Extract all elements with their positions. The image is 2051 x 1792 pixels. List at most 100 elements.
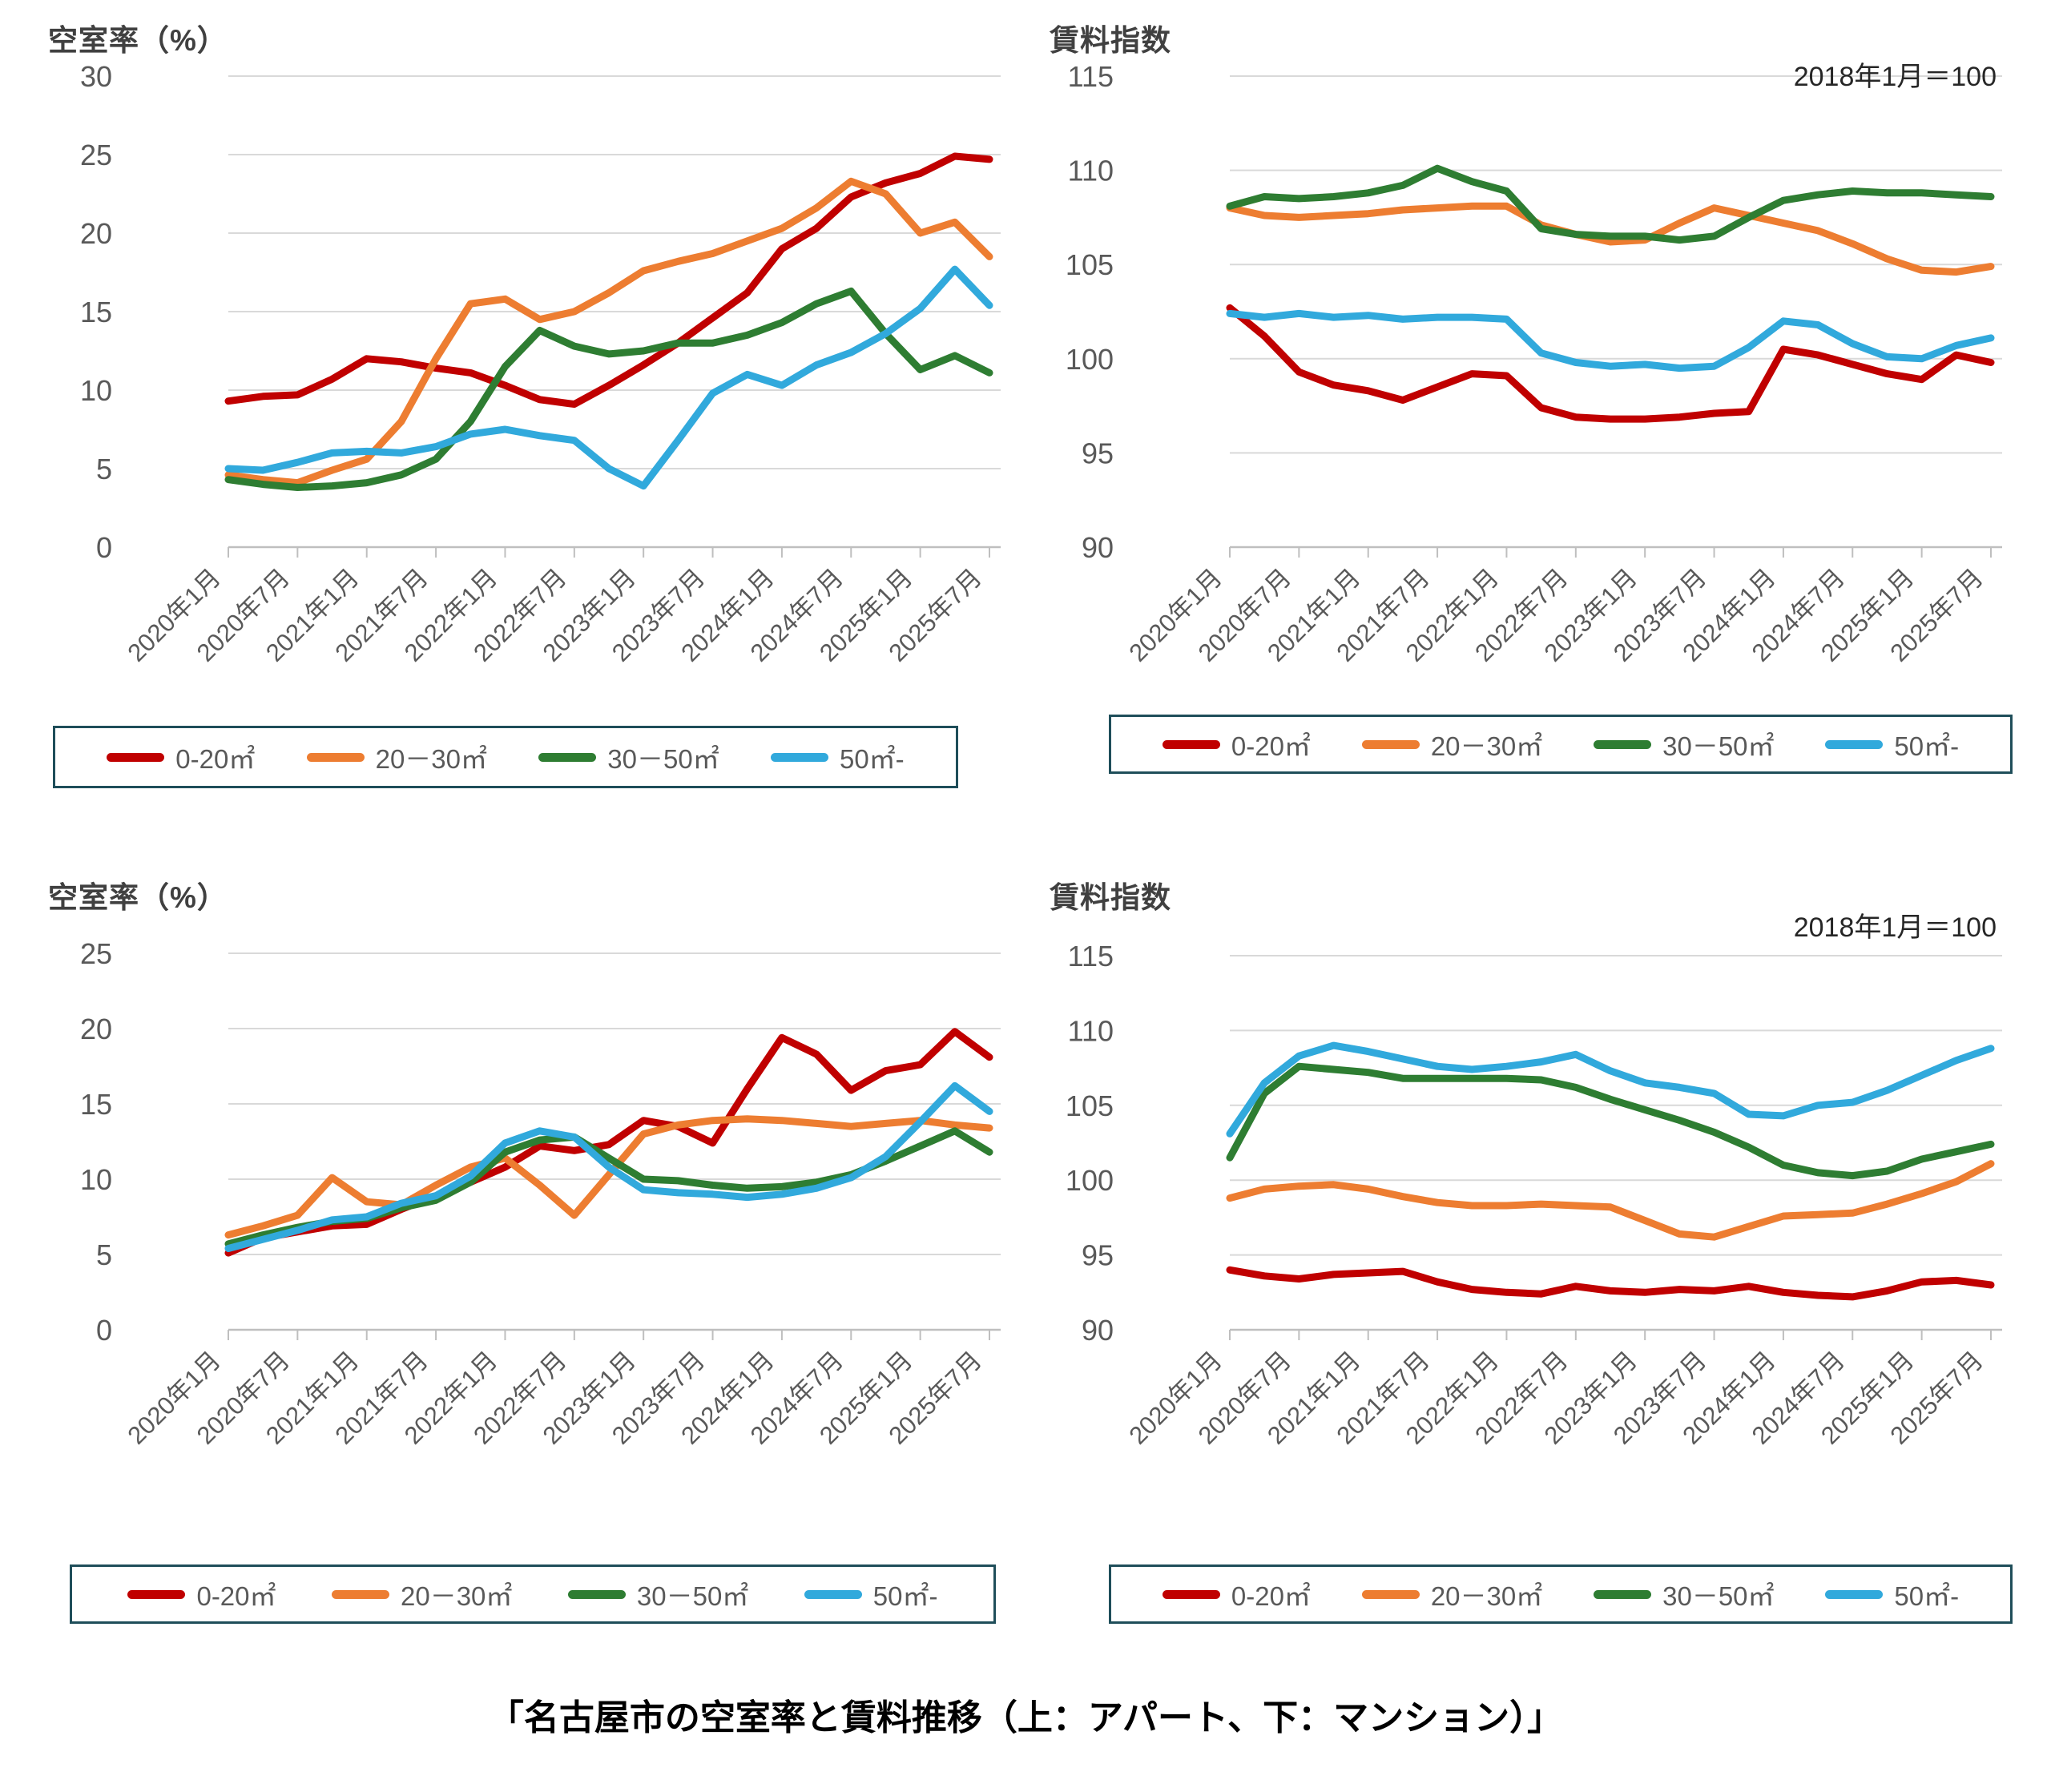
y-axis-tick-label: 95 <box>1082 437 1114 469</box>
series-swatch-0-20 <box>107 752 165 762</box>
series-line-50㎡- <box>224 265 993 490</box>
legend-item: 30－50㎡ <box>567 1575 749 1613</box>
legend-item: 0-20㎡ <box>1162 1575 1311 1613</box>
series-line-20－30㎡ <box>224 1115 993 1239</box>
y-axis-tick-label: 30 <box>80 60 112 93</box>
legend-label: 20－30㎡ <box>375 744 488 774</box>
chart-block-apartment-rent: 90 95 100 105 110 115 2020年1月 2020年7月 2021年1月 202… <box>1034 8 2019 721</box>
series-line-0-20㎡ <box>224 1028 993 1257</box>
legend-apartment-rent: 0-20㎡ 20－30㎡ 30－50㎡ 50㎡- <box>1109 715 2013 774</box>
series-swatch-50 <box>770 752 828 762</box>
series-line-30－50㎡ <box>1226 164 1995 244</box>
legend-label: 50㎡- <box>839 744 905 774</box>
legend-label: 50㎡- <box>872 1581 938 1611</box>
legend-label: 20－30㎡ <box>1430 731 1543 761</box>
legend-label: 50㎡- <box>1894 1581 1960 1611</box>
legend-mansion-rent: 0-20㎡ 20－30㎡ 30－50㎡ 50㎡- <box>1109 1564 2013 1624</box>
chart-subtitle-mansion-rent: 2018年1月＝100 <box>1793 912 1997 943</box>
legend-label: 30－50㎡ <box>607 744 719 774</box>
y-axis-tick-label: 105 <box>1066 1089 1114 1122</box>
series-swatch-0-20 <box>127 1589 186 1599</box>
y-axis-tick-label: 110 <box>1068 1014 1114 1047</box>
figure-caption: 「名古屋市の空室率と賃料推移（上：アパート、下：マンション）」 <box>488 1698 1563 1738</box>
series-line-50㎡- <box>1226 1041 1995 1138</box>
series-line-30－50㎡ <box>224 288 993 491</box>
legend-label: 0-20㎡ <box>196 1581 276 1611</box>
legend-label: 20－30㎡ <box>1430 1581 1543 1611</box>
series-swatch-20-30 <box>332 1589 389 1599</box>
legend-item: 30－50㎡ <box>538 738 719 776</box>
series-line-20－30㎡ <box>1226 1160 1995 1241</box>
chart-title-apartment-vacancy: 空室率（%） <box>48 24 228 57</box>
legend-mansion-vacancy: 0-20㎡ 20－30㎡ 30－50㎡ 50㎡- <box>70 1564 996 1624</box>
y-axis-tick-label: 90 <box>1082 531 1114 564</box>
y-axis-tick-label: 95 <box>1082 1239 1114 1272</box>
chart-subtitle-apartment-rent: 2018年1月＝100 <box>1793 62 1997 92</box>
legend-label: 30－50㎡ <box>636 1581 749 1611</box>
series-swatch-30-50 <box>567 1589 626 1599</box>
y-axis-tick-label: 110 <box>1068 155 1114 187</box>
legend-item: 20－30㎡ <box>1361 725 1543 763</box>
legend-item: 30－50㎡ <box>1594 725 1775 763</box>
legend-label: 20－30㎡ <box>401 1581 513 1611</box>
legend-label: 0-20㎡ <box>175 744 256 774</box>
series-swatch-50 <box>1825 739 1884 749</box>
series-swatch-20-30 <box>306 752 365 762</box>
series-line-0-20㎡ <box>1226 304 1995 423</box>
series-swatch-20-30 <box>1361 739 1420 749</box>
series-swatch-50 <box>804 1589 862 1599</box>
series-line-20－30㎡ <box>1226 202 1995 276</box>
series-line-0-20㎡ <box>224 152 993 409</box>
y-axis-tick-label: 10 <box>80 1163 112 1196</box>
legend-item: 50㎡- <box>1825 1575 1959 1613</box>
chart-title-mansion-vacancy: 空室率（%） <box>48 881 228 914</box>
y-axis-tick-label: 0 <box>96 531 112 564</box>
legend-item: 0-20㎡ <box>107 738 255 776</box>
legend-item: 30－50㎡ <box>1594 1575 1775 1613</box>
y-axis-tick-label: 15 <box>80 296 112 328</box>
legend-item: 20－30㎡ <box>1361 1575 1543 1613</box>
series-line-30－50㎡ <box>1226 1062 1995 1180</box>
y-axis-tick-label: 100 <box>1066 343 1114 376</box>
series-line-50㎡- <box>1226 309 1995 372</box>
y-axis-tick-label: 0 <box>96 1314 112 1347</box>
legend-label: 0-20㎡ <box>1231 1581 1311 1611</box>
y-axis-tick-label: 20 <box>80 1013 112 1045</box>
y-axis-tick-label: 115 <box>1068 940 1114 973</box>
y-axis-tick-label: 5 <box>96 453 112 485</box>
y-axis-tick-label: 115 <box>1068 60 1114 93</box>
legend-item: 0-20㎡ <box>1162 725 1311 763</box>
y-axis-tick-label: 90 <box>1082 1314 1114 1347</box>
series-swatch-50 <box>1825 1589 1884 1599</box>
legend-item: 20－30㎡ <box>306 738 488 776</box>
legend-label: 30－50㎡ <box>1662 731 1775 761</box>
y-axis-tick-label: 20 <box>80 217 112 250</box>
y-axis-tick-label: 5 <box>96 1238 112 1271</box>
vacancy-chart-mansion: 05101520252020年1月2020年7月2021年1月2021年7月20… <box>80 937 1001 1450</box>
legend-item: 50㎡- <box>770 738 905 776</box>
legend-item: 50㎡- <box>1825 725 1959 763</box>
series-swatch-30-50 <box>1594 1589 1652 1599</box>
series-line-50㎡- <box>224 1081 993 1252</box>
chart-title-apartment-rent: 賃料指数 <box>1050 24 1171 57</box>
chart-title-mansion-rent: 賃料指数 <box>1050 881 1171 914</box>
legend-item: 20－30㎡ <box>332 1575 512 1613</box>
chart-block-apartment-vacancy: 0 5 10 15 20 25 30 2020年1月 2020年7月 2021年1月 2021年7月… <box>32 8 1017 721</box>
rent-index-chart-apartment: 90951001051101152020年1月2020年7月2021年1月202… <box>1066 60 2002 667</box>
y-axis-tick-label: 100 <box>1066 1164 1114 1197</box>
y-axis-tick-label: 15 <box>80 1088 112 1121</box>
chart-block-mansion-vacancy: 0 5 10 15 20 25 2020年1月 2020年7月 2021年1月 2021年7月 20… <box>32 865 1017 1506</box>
legend-label: 30－50㎡ <box>1662 1581 1775 1611</box>
legend-label: 50㎡- <box>1894 731 1960 761</box>
series-line-20－30㎡ <box>224 177 993 487</box>
legend-item: 50㎡- <box>804 1575 938 1613</box>
series-swatch-30-50 <box>538 752 597 762</box>
series-line-0-20㎡ <box>1226 1266 1995 1301</box>
series-swatch-0-20 <box>1162 1589 1220 1599</box>
vacancy-chart-apartment: 0510152025302020年1月2020年7月2021年1月2021年7月… <box>80 60 1001 667</box>
series-swatch-30-50 <box>1594 739 1652 749</box>
rent-index-chart-mansion: 90951001051101152020年1月2020年7月2021年1月202… <box>1066 940 2002 1450</box>
series-swatch-0-20 <box>1162 739 1220 749</box>
y-axis-tick-label: 105 <box>1066 248 1114 281</box>
